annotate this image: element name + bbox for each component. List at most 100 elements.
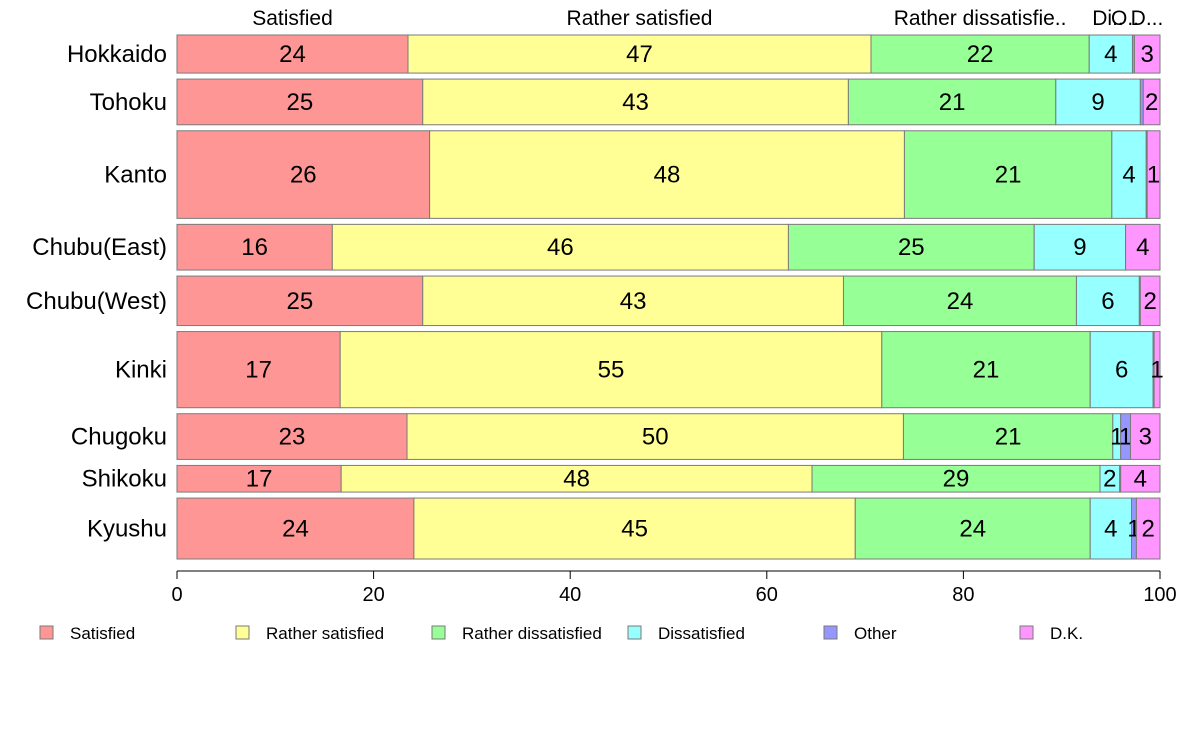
data-label: 4	[1122, 162, 1135, 189]
data-label: 2	[1142, 516, 1155, 543]
bar-segment	[1088, 34, 1133, 74]
bar-segment	[176, 34, 409, 74]
bar-segment	[881, 331, 1091, 409]
legend-label: Rather dissatisfied	[462, 624, 602, 643]
data-label: 4	[1104, 41, 1117, 68]
x-tick-label: 100	[1143, 584, 1176, 606]
legend-label: Rather satisfied	[266, 624, 384, 643]
bar-segment	[176, 331, 341, 409]
x-tick-label: 40	[559, 584, 581, 606]
column-header-label: Satisfied	[252, 7, 333, 30]
column-header-label: Rather dissatisfie..	[894, 7, 1067, 30]
column-header-label: D...	[1131, 7, 1164, 30]
data-label: 6	[1101, 288, 1114, 315]
legend-swatch	[39, 625, 54, 640]
bar-segment	[413, 497, 856, 560]
data-label: 4	[1134, 466, 1147, 493]
bar-segment	[1089, 331, 1154, 409]
bar-segment	[176, 130, 431, 219]
data-label: 2	[1103, 466, 1116, 493]
column-header-label: Di..	[1092, 7, 1124, 30]
data-label: 24	[282, 516, 309, 543]
bar-segment	[406, 413, 904, 460]
data-label: 9	[1073, 234, 1086, 261]
data-label: 24	[947, 288, 974, 315]
category-label: Shikoku	[82, 466, 167, 493]
data-label: 1	[1119, 424, 1132, 451]
category-label: Kinki	[115, 357, 167, 384]
data-label: 21	[995, 162, 1022, 189]
data-label: 17	[245, 357, 272, 384]
bar-segment	[1130, 413, 1161, 460]
data-label: 22	[967, 41, 994, 68]
category-label: Hokkaido	[67, 41, 167, 68]
data-label: 4	[1136, 234, 1149, 261]
bar-segment	[176, 275, 424, 327]
data-label: 3	[1139, 424, 1152, 451]
data-label: 46	[547, 234, 574, 261]
bar-segment	[339, 331, 883, 409]
legend-label: Satisfied	[70, 624, 135, 643]
data-label: 29	[943, 466, 970, 493]
data-label: 21	[939, 89, 966, 116]
bar-segment	[1133, 34, 1161, 74]
bar-segment	[1033, 223, 1127, 271]
data-label: 17	[246, 466, 273, 493]
data-label: 21	[995, 424, 1022, 451]
bar-segment	[331, 223, 789, 271]
bar-segment	[176, 78, 424, 126]
bar-segment	[870, 34, 1090, 74]
bar-segment	[176, 497, 415, 560]
bar-segment	[854, 497, 1091, 560]
category-label: Tohoku	[90, 89, 167, 116]
data-label: 3	[1141, 41, 1154, 68]
data-label: 25	[898, 234, 925, 261]
bar-segment	[429, 130, 905, 219]
data-label: 24	[959, 516, 986, 543]
bar-segment	[1125, 223, 1161, 271]
data-label: 6	[1115, 357, 1128, 384]
legend-swatch	[627, 625, 642, 640]
legend-label: D.K.	[1050, 624, 1083, 643]
legend-swatch	[431, 625, 446, 640]
bar-segment	[176, 223, 333, 271]
legend-swatch	[235, 625, 250, 640]
x-tick-label: 0	[171, 584, 182, 606]
category-label: Kyushu	[87, 516, 167, 543]
bar-segment	[176, 464, 342, 493]
bar-segment	[1153, 331, 1161, 409]
category-label: Chubu(West)	[26, 288, 167, 315]
bar-segment	[422, 78, 849, 126]
data-label: 48	[563, 466, 590, 493]
data-label: 55	[598, 357, 625, 384]
data-label: 9	[1091, 89, 1104, 116]
legend-swatch	[823, 625, 838, 640]
data-label: 1	[1147, 162, 1160, 189]
bar-segment	[811, 464, 1101, 493]
bar-segment	[787, 223, 1035, 271]
data-label: 47	[626, 41, 653, 68]
bar-segment	[422, 275, 844, 327]
legend-swatch	[1019, 625, 1034, 640]
x-tick-label: 20	[362, 584, 384, 606]
data-label: 4	[1104, 516, 1117, 543]
bar-segment	[1139, 275, 1161, 327]
x-tick-label: 80	[952, 584, 974, 606]
legend-label: Other	[854, 624, 897, 643]
column-header-label: Rather satisfied	[567, 7, 713, 30]
category-label: Kanto	[104, 162, 167, 189]
bar-segment	[1111, 130, 1147, 219]
data-label: 23	[279, 424, 306, 451]
data-label: 1	[1150, 357, 1163, 384]
x-tick-label: 60	[756, 584, 778, 606]
data-label: 25	[287, 288, 314, 315]
data-label: 16	[241, 234, 268, 261]
data-label: 24	[279, 41, 306, 68]
data-label: 43	[622, 89, 649, 116]
data-label: 1	[1110, 424, 1123, 451]
data-label: 50	[642, 424, 669, 451]
bar-segment	[340, 464, 813, 493]
category-label: Chubu(East)	[32, 234, 167, 261]
category-label: Chugoku	[71, 424, 167, 451]
